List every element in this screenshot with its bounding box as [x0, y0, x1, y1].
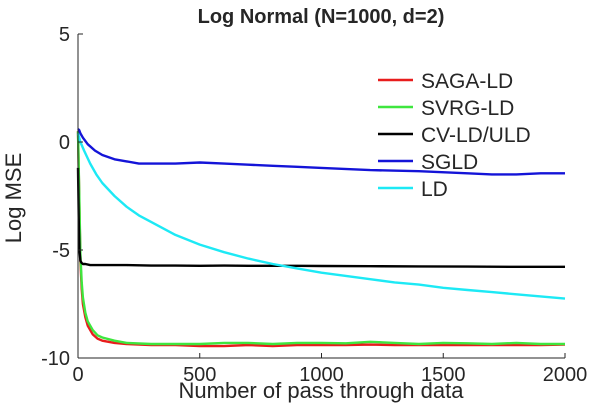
legend-label: CV-LD/ULD — [421, 124, 531, 147]
series-line-svrg-ld — [76, 131, 565, 346]
y-tick-label: 0 — [59, 132, 70, 154]
x-tick-label: 1500 — [421, 364, 466, 386]
y-tick-label: -5 — [52, 240, 70, 262]
series-line-sgld — [77, 128, 565, 176]
x-axis-label: Number of pass through data — [179, 378, 465, 403]
y-axis-label: Log MSE — [1, 153, 26, 244]
x-tick-label: 0 — [72, 364, 83, 386]
legend: SAGA-LD SVRG-LD CV-LD/ULD SGLD LD — [378, 70, 531, 201]
legend-label: SGLD — [421, 151, 478, 174]
y-tick-label: 5 — [59, 24, 70, 46]
chart-title: Log Normal (N=1000, d=2) — [198, 6, 445, 28]
series-line-ld — [76, 133, 566, 300]
x-tick-label: 500 — [183, 364, 216, 386]
plot-area: 0 500 1000 1500 2000 5 0 -5 -10 — [41, 24, 587, 386]
legend-label: LD — [421, 178, 448, 201]
series-line-cv-ld-uld — [76, 167, 565, 268]
x-tick-label: 1000 — [299, 364, 344, 386]
x-tick-label: 2000 — [543, 364, 588, 386]
y-tick-label: -10 — [41, 348, 70, 370]
legend-label: SVRG-LD — [421, 97, 514, 120]
legend-label: SAGA-LD — [421, 70, 513, 93]
